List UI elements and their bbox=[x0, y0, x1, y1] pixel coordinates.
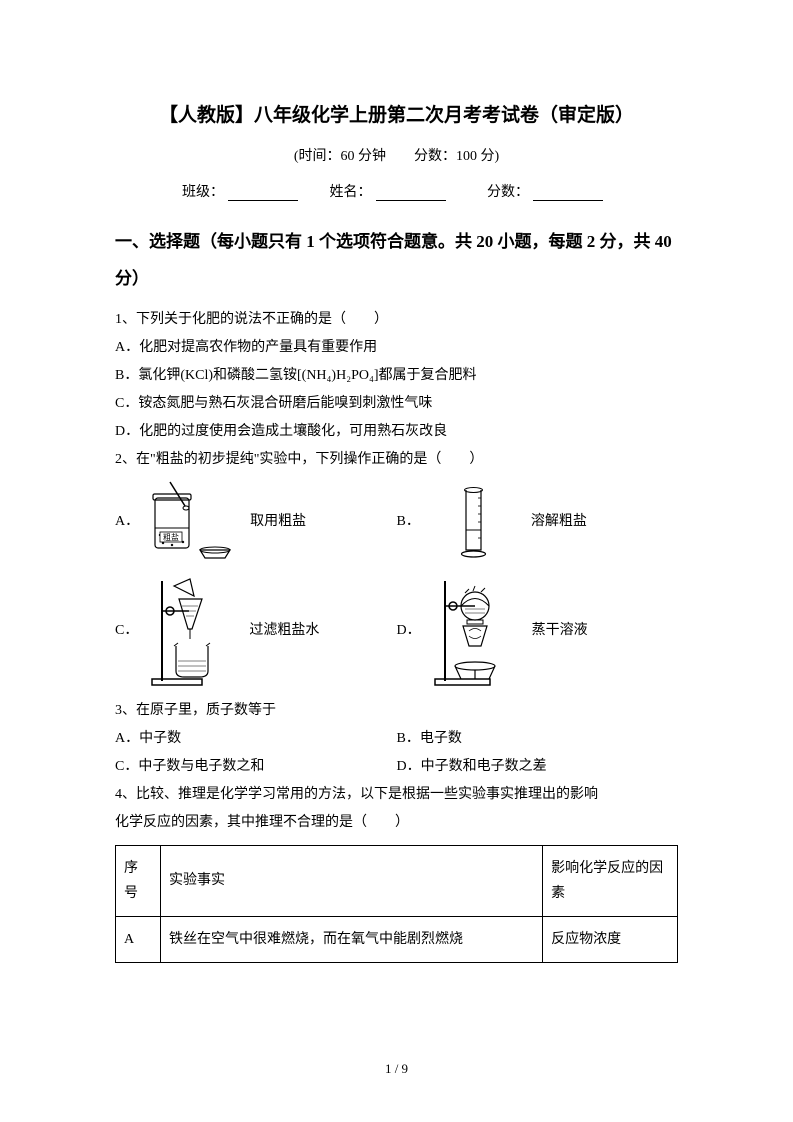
q2-c-text: 过滤粗盐水 bbox=[249, 617, 319, 645]
q1-stem: 1、下列关于化肥的说法不正确的是（ ） bbox=[115, 306, 678, 334]
q2-d-text: 蒸干溶液 bbox=[532, 617, 588, 645]
q3-stem: 3、在原子里，质子数等于 bbox=[115, 697, 678, 725]
cell-factor: 反应物浓度 bbox=[543, 917, 678, 963]
q2-b-text: 溶解粗盐 bbox=[531, 508, 587, 536]
question-1: 1、下列关于化肥的说法不正确的是（ ） A．化肥对提高农作物的产量具有重要作用 … bbox=[115, 306, 678, 446]
q2-a-diagram: 粗盐 bbox=[145, 480, 240, 565]
q2-row-ab: A． 粗盐 取用粗盐 bbox=[115, 480, 678, 565]
q2-a-label: A． bbox=[115, 508, 139, 536]
q2-d-diagram bbox=[427, 571, 522, 691]
score-blank[interactable] bbox=[533, 185, 603, 201]
q2-c-label: C． bbox=[115, 617, 138, 645]
q2-row-cd: C． bbox=[115, 571, 678, 691]
th-seq: 序号 bbox=[116, 845, 161, 916]
cell-seq: A bbox=[116, 917, 161, 963]
name-label: 姓名： bbox=[330, 185, 372, 200]
q1-option-c: C．铵态氮肥与熟石灰混合研磨后能嗅到刺激性气味 bbox=[115, 390, 678, 418]
q4-table: 序号 实验事实 影响化学反应的因素 A 铁丝在空气中很难燃烧，而在氧气中能剧烈燃… bbox=[115, 845, 678, 964]
class-label: 班级： bbox=[182, 185, 224, 200]
q1-option-a: A．化肥对提高农作物的产量具有重要作用 bbox=[115, 334, 678, 362]
cell-fact: 铁丝在空气中很难燃烧，而在氧气中能剧烈燃烧 bbox=[160, 917, 542, 963]
q1-option-b: B．氯化钾(KCl)和磷酸二氢铵[(NH₄)H₂PO₄]都属于复合肥料 bbox=[115, 362, 678, 390]
q4-stem-line1: 4、比较、推理是化学学习常用的方法，以下是根据一些实验事实推理出的影响 bbox=[115, 781, 678, 809]
exam-subtitle: (时间：60 分钟 分数：100 分) bbox=[115, 145, 678, 165]
svg-text:粗盐: 粗盐 bbox=[163, 532, 179, 542]
q3-option-c: C．中子数与电子数之和 bbox=[115, 753, 397, 781]
class-blank[interactable] bbox=[228, 185, 298, 201]
th-fact: 实验事实 bbox=[160, 845, 542, 916]
q2-stem: 2、在"粗盐的初步提纯"实验中，下列操作正确的是（ ） bbox=[115, 446, 678, 474]
q2-b-label: B． bbox=[397, 508, 420, 536]
q2-b-diagram bbox=[426, 480, 521, 565]
section-1-heading: 一、选择题（每小题只有 1 个选项符合题意。共 20 小题，每题 2 分，共 4… bbox=[115, 223, 678, 298]
q3-option-a: A．中子数 bbox=[115, 725, 397, 753]
th-factor: 影响化学反应的因素 bbox=[543, 845, 678, 916]
q1-option-d: D．化肥的过度使用会造成土壤酸化，可用熟石灰改良 bbox=[115, 418, 678, 446]
q3-option-d: D．中子数和电子数之差 bbox=[397, 753, 679, 781]
question-2: 2、在"粗盐的初步提纯"实验中，下列操作正确的是（ ） A． 粗盐 bbox=[115, 446, 678, 691]
q2-d-label: D． bbox=[397, 617, 421, 645]
q2-a-text: 取用粗盐 bbox=[250, 508, 306, 536]
question-4: 4、比较、推理是化学学习常用的方法，以下是根据一些实验事实推理出的影响 化学反应… bbox=[115, 781, 678, 964]
q4-stem-line2: 化学反应的因素，其中推理不合理的是（ ） bbox=[115, 809, 678, 837]
page-number: 1 / 9 bbox=[0, 1061, 793, 1077]
score-label: 分数： bbox=[487, 185, 529, 200]
name-blank[interactable] bbox=[376, 185, 446, 201]
q2-c-diagram bbox=[144, 571, 239, 691]
table-row: A 铁丝在空气中很难燃烧，而在氧气中能剧烈燃烧 反应物浓度 bbox=[116, 917, 678, 963]
exam-title: 【人教版】八年级化学上册第二次月考考试卷（审定版） bbox=[115, 100, 678, 127]
student-info-line: 班级： 姓名： 分数： bbox=[115, 181, 678, 201]
q3-option-b: B．电子数 bbox=[397, 725, 679, 753]
table-header-row: 序号 实验事实 影响化学反应的因素 bbox=[116, 845, 678, 916]
question-3: 3、在原子里，质子数等于 A．中子数 B．电子数 C．中子数与电子数之和 D．中… bbox=[115, 697, 678, 781]
